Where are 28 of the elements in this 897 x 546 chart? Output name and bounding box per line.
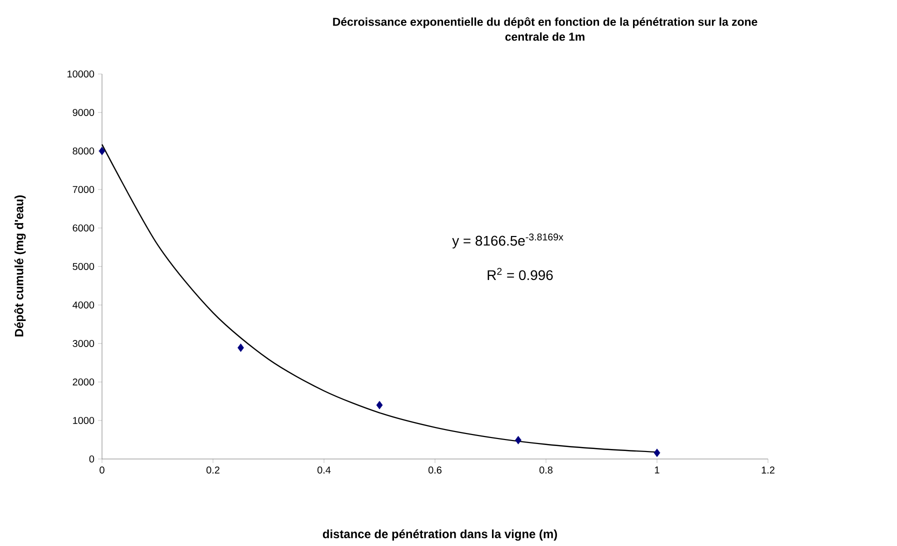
y-tick-label: 0 bbox=[89, 455, 94, 463]
y-tick-label: 7000 bbox=[72, 186, 94, 194]
point bbox=[238, 344, 244, 352]
annotation: y = 8166.5e$^{-3.8169x}$ bbox=[452, 234, 564, 248]
x-tick-label: 0.4 bbox=[317, 466, 331, 474]
point bbox=[515, 436, 522, 444]
y-tick-label: 6000 bbox=[72, 224, 94, 232]
x-tick-label: 0.2 bbox=[206, 466, 220, 474]
x-tick-label: 1.2 bbox=[762, 466, 774, 474]
x-tick-label: 0 bbox=[100, 466, 104, 474]
y-tick-label: 2000 bbox=[72, 378, 94, 386]
chart-title: Décroissance exponentielle du dépôt en fonction de la pénétration sur la zone centrale de 1m bbox=[333, 17, 758, 41]
x-tick-label: 0.6 bbox=[428, 466, 442, 474]
point bbox=[98, 146, 106, 156]
point bbox=[376, 400, 383, 410]
y-axis-title: Dépôt cumulé (mg d'eau) bbox=[14, 195, 26, 336]
annotation: R$^{2}$ = 0.996 bbox=[488, 268, 553, 280]
x-axis-title: distance de pénétration dans la vigne (m) bbox=[322, 529, 557, 541]
x-tick-label: 0.8 bbox=[539, 466, 552, 474]
y-tick-label: 5000 bbox=[72, 262, 94, 270]
y-tick-label: 8000 bbox=[72, 147, 94, 155]
point bbox=[654, 448, 660, 458]
y-tick-label: 3000 bbox=[72, 340, 94, 348]
y-tick-label: 1000 bbox=[73, 416, 94, 424]
y-tick-label: 9000 bbox=[72, 108, 94, 116]
y-tick-label: 4000 bbox=[72, 301, 94, 309]
y-tick-label: 10000 bbox=[68, 70, 94, 78]
x-tick-label: 1 bbox=[655, 466, 660, 474]
